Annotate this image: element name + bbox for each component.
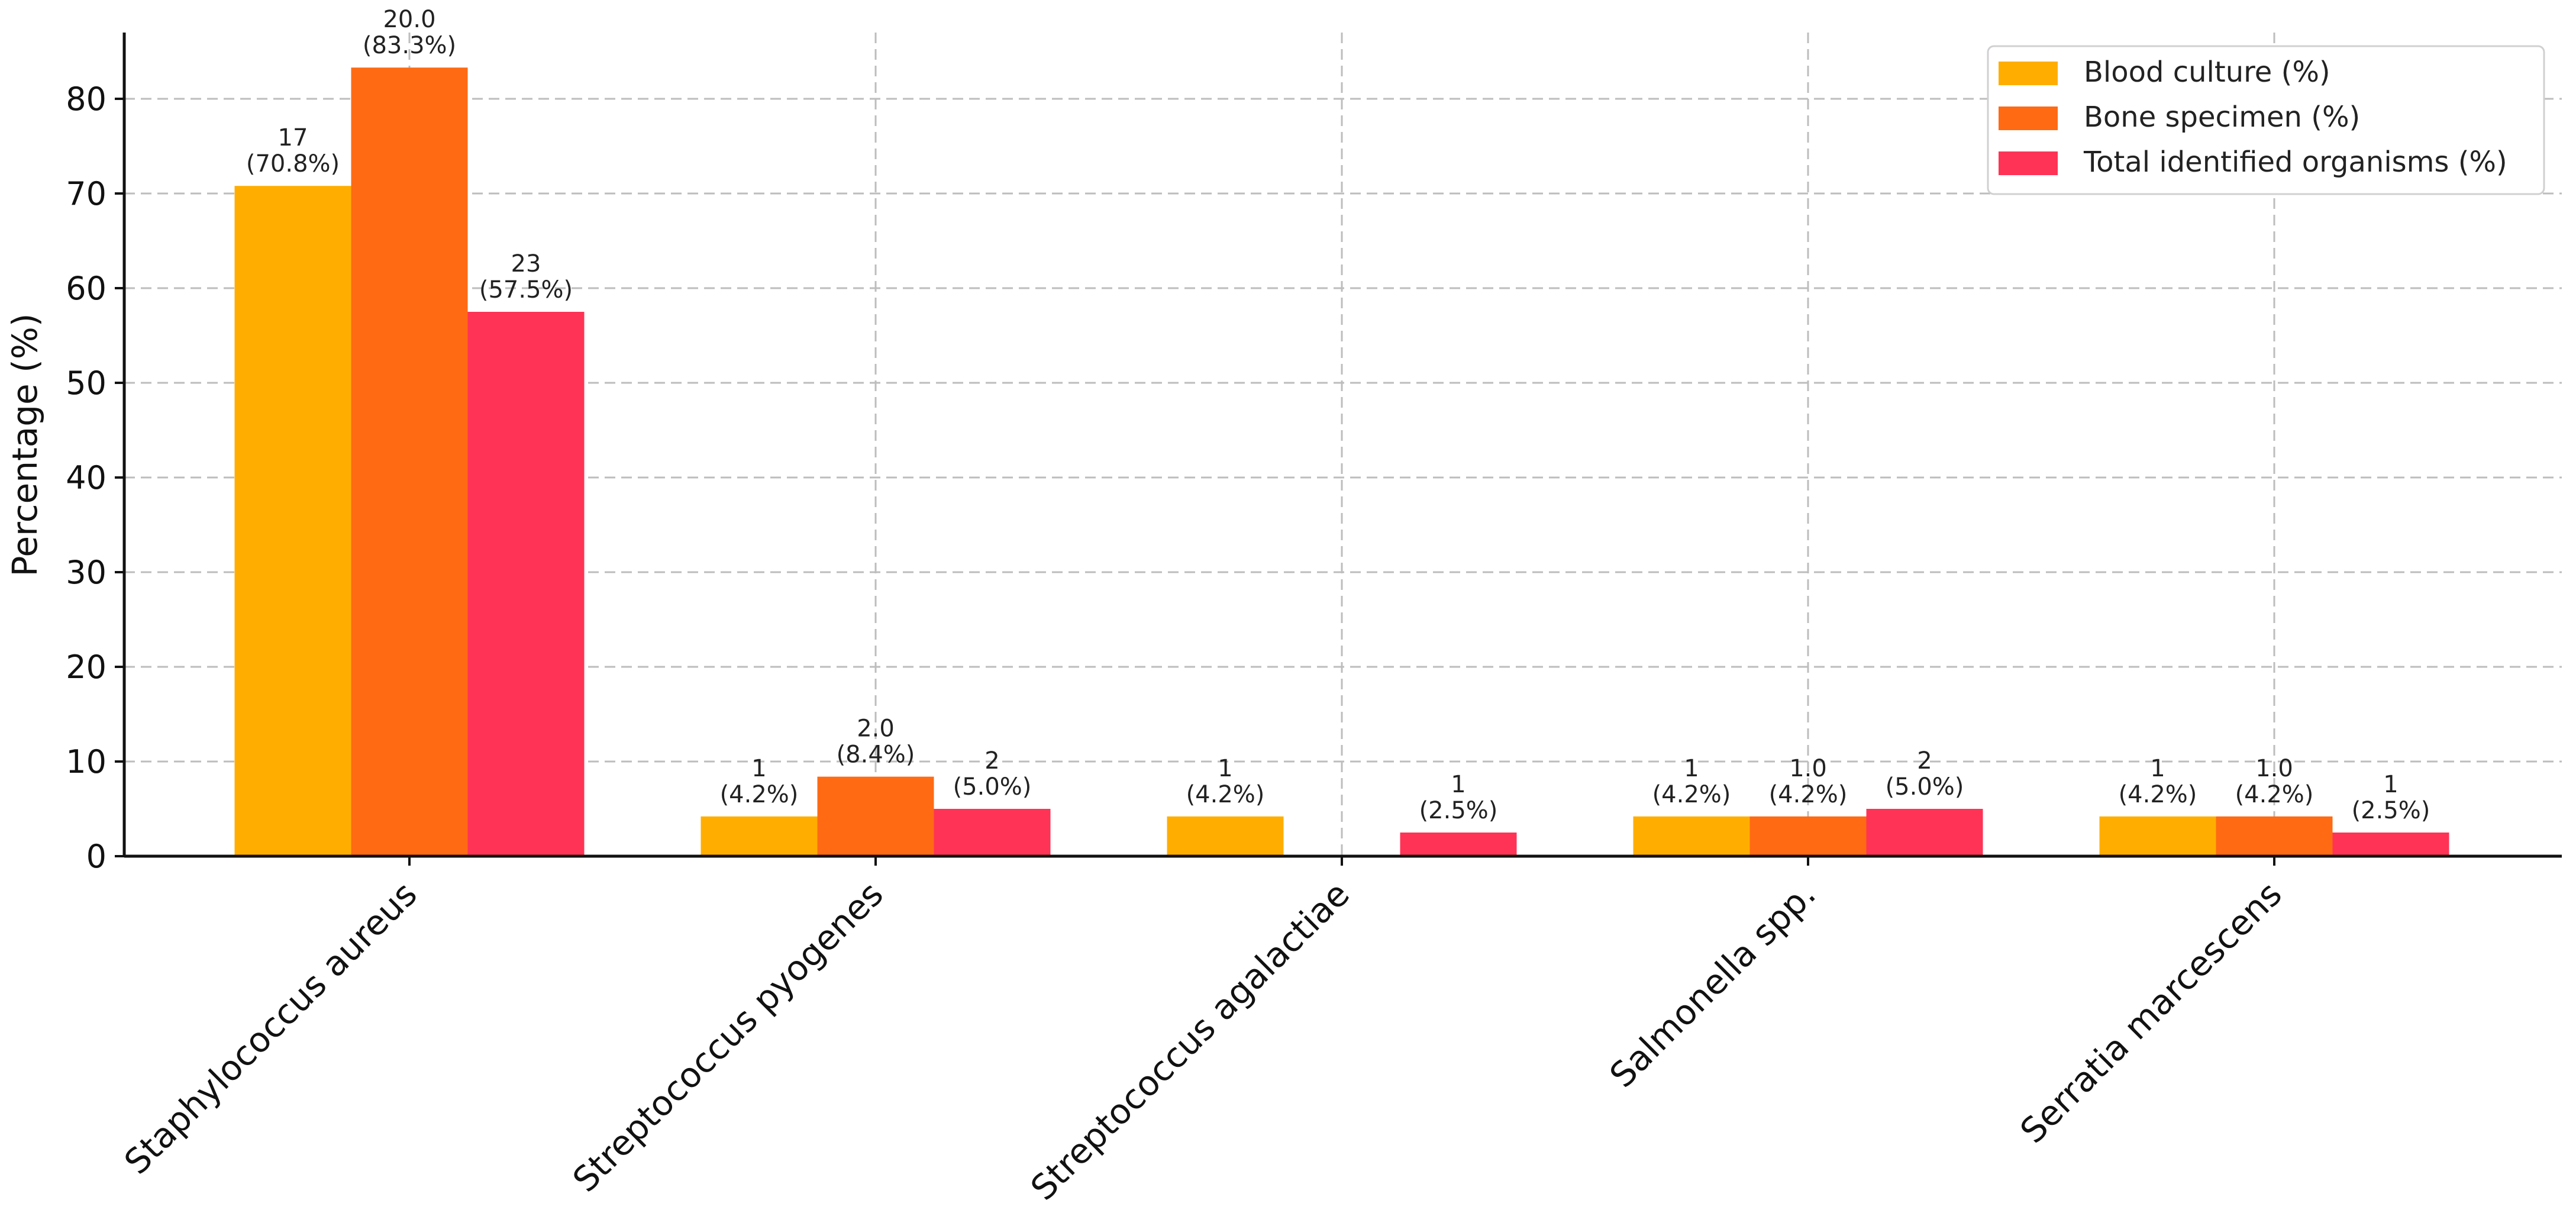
y-tick-label: 40 xyxy=(66,459,106,496)
bar[interactable] xyxy=(1633,816,1750,856)
y-tick-label: 0 xyxy=(86,838,106,875)
bar[interactable] xyxy=(467,312,585,856)
bar-count-label: 23 xyxy=(511,250,541,278)
bar-count-label: 1 xyxy=(1451,771,1465,798)
y-tick-label: 10 xyxy=(66,743,106,780)
bar[interactable] xyxy=(2216,816,2333,856)
y-tick-label: 60 xyxy=(66,270,106,307)
legend[interactable]: Blood culture (%) Bone specimen (%) Total … xyxy=(1987,45,2545,195)
bar-percent-label: (8.4%) xyxy=(837,741,915,769)
bar-percent-label: (83.3%) xyxy=(363,32,456,59)
bar[interactable] xyxy=(934,809,1051,856)
bar[interactable] xyxy=(234,186,351,857)
bar-percent-label: (4.2%) xyxy=(720,781,799,808)
legend-label: Blood culture (%) xyxy=(2084,56,2330,89)
legend-swatch xyxy=(1999,151,2058,175)
bar[interactable] xyxy=(1866,809,1983,856)
legend-label: Total identified organisms (%) xyxy=(2083,146,2507,179)
x-tick-label: Streptococcus pyogenes xyxy=(565,874,891,1200)
bar-percent-label: (57.5%) xyxy=(479,276,573,304)
bar[interactable] xyxy=(701,816,818,856)
bar-count-label: 17 xyxy=(278,124,308,151)
x-tick-label: Salmonella spp. xyxy=(1602,874,1823,1095)
bar-percent-label: (4.2%) xyxy=(1652,781,1731,808)
x-tick-label: Streptococcus agalactiae xyxy=(1023,874,1357,1208)
data-labels: 17(70.8%)20.0(83.3%)23(57.5%)1(4.2%)2.0(… xyxy=(246,6,2430,824)
bar[interactable] xyxy=(1167,816,1284,856)
bar-percent-label: (4.2%) xyxy=(2119,781,2197,808)
bar-count-label: 20.0 xyxy=(383,6,435,33)
bar-percent-label: (2.5%) xyxy=(2352,797,2430,824)
bar[interactable] xyxy=(1400,833,1517,856)
bar-count-label: 1 xyxy=(1218,755,1232,782)
bar-percent-label: (4.2%) xyxy=(1186,781,1265,808)
legend-label: Bone specimen (%) xyxy=(2084,101,2360,134)
bar[interactable] xyxy=(817,776,934,856)
y-axis-title: Percentage (%) xyxy=(5,313,45,576)
y-tick-label: 70 xyxy=(66,175,106,212)
bar-percent-label: (4.2%) xyxy=(1769,781,1848,808)
bar-count-label: 1.0 xyxy=(1789,755,1827,782)
bar[interactable] xyxy=(1749,816,1867,856)
bar-count-label: 1 xyxy=(2150,755,2165,782)
y-tick-label: 30 xyxy=(66,554,106,591)
bar-percent-label: (4.2%) xyxy=(2235,781,2314,808)
x-tick-label: Serratia marcescens xyxy=(2012,874,2289,1151)
bar-count-label: 2.0 xyxy=(857,715,895,743)
bar-count-label: 1 xyxy=(751,755,766,782)
y-tick-label: 80 xyxy=(66,80,106,118)
y-tick-label: 20 xyxy=(66,649,106,686)
bar-count-label: 2 xyxy=(984,747,999,775)
bar[interactable] xyxy=(2332,833,2449,856)
y-tick-label: 50 xyxy=(66,364,106,402)
bar-count-label: 2 xyxy=(1917,747,1932,775)
bar-percent-label: (5.0%) xyxy=(1886,773,1964,801)
legend-swatch xyxy=(1999,107,2058,130)
bar[interactable] xyxy=(351,67,468,857)
bar[interactable] xyxy=(2099,816,2216,856)
legend-frame xyxy=(1987,45,2545,195)
bar-percent-label: (2.5%) xyxy=(1419,797,1498,824)
bar-count-label: 1 xyxy=(2383,771,2398,798)
bars xyxy=(234,67,2449,857)
bar-percent-label: (70.8%) xyxy=(246,150,340,178)
bar-percent-label: (5.0%) xyxy=(953,773,1032,801)
x-tick-label: Staphylococcus aureus xyxy=(117,874,425,1182)
legend-swatch xyxy=(1999,62,2058,85)
bar-count-label: 1 xyxy=(1684,755,1699,782)
bar-count-label: 1.0 xyxy=(2255,755,2293,782)
